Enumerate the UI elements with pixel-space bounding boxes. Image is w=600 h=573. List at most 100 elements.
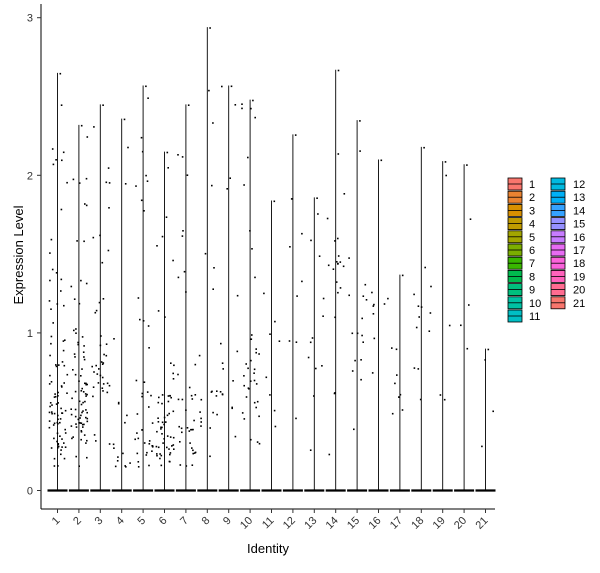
data-point <box>135 185 137 187</box>
data-point <box>170 396 172 399</box>
data-point <box>243 384 245 387</box>
data-point <box>82 410 84 412</box>
data-point <box>80 414 82 417</box>
data-point <box>83 423 85 426</box>
data-point <box>57 443 59 446</box>
data-point <box>173 364 175 367</box>
data-point <box>295 417 297 420</box>
data-point <box>136 452 139 455</box>
x-tick-label: 13 <box>302 515 319 532</box>
data-point <box>161 426 163 429</box>
data-point <box>74 390 77 393</box>
data-point <box>140 136 143 139</box>
data-point <box>232 380 234 382</box>
data-point <box>391 347 393 349</box>
data-point <box>167 167 169 169</box>
data-point <box>70 413 73 416</box>
data-point <box>125 466 127 468</box>
data-point <box>424 266 426 269</box>
data-point <box>86 411 88 414</box>
data-point <box>172 436 175 439</box>
data-point <box>147 325 150 327</box>
data-point <box>102 104 104 106</box>
data-point <box>328 453 331 456</box>
data-point <box>85 382 87 385</box>
data-point <box>62 349 65 352</box>
data-point <box>63 364 66 367</box>
data-point <box>113 447 115 449</box>
x-tick-label: 11 <box>260 515 277 532</box>
data-point <box>313 395 315 397</box>
data-point <box>226 188 228 190</box>
data-point <box>82 391 85 393</box>
data-point <box>81 423 84 426</box>
data-point <box>157 421 160 423</box>
data-point <box>231 406 233 409</box>
data-point <box>49 279 51 282</box>
data-point <box>56 440 58 443</box>
data-point <box>391 412 394 415</box>
data-point <box>64 428 66 431</box>
data-point <box>70 408 72 410</box>
data-point <box>487 348 490 351</box>
legend-label: 1 <box>529 179 535 191</box>
data-point <box>337 291 339 294</box>
data-point <box>348 294 350 297</box>
data-point <box>60 278 63 281</box>
data-point <box>337 255 340 257</box>
data-point <box>58 364 60 366</box>
data-point <box>53 422 56 425</box>
data-point <box>151 450 153 452</box>
data-point <box>78 302 81 305</box>
data-point <box>444 161 447 163</box>
data-point <box>60 208 63 211</box>
data-point <box>51 404 53 406</box>
data-point <box>273 409 276 412</box>
x-tick-label: 21 <box>473 515 490 532</box>
data-point <box>92 386 95 388</box>
data-point <box>124 183 127 185</box>
data-point <box>83 358 86 361</box>
data-point <box>250 338 253 340</box>
data-point <box>62 340 65 342</box>
data-point <box>215 395 218 397</box>
data-point <box>265 376 268 379</box>
data-point <box>161 402 163 405</box>
data-point <box>48 426 51 429</box>
data-point <box>84 393 87 395</box>
data-point <box>177 276 180 279</box>
data-point <box>243 418 246 420</box>
data-point <box>151 422 154 424</box>
data-point <box>134 438 136 441</box>
data-point <box>60 407 62 410</box>
data-point <box>74 415 77 418</box>
data-point <box>200 421 202 423</box>
data-point <box>51 411 53 413</box>
data-point <box>100 361 103 363</box>
data-point <box>245 396 248 398</box>
data-point <box>66 392 68 394</box>
data-point <box>413 367 416 369</box>
data-point <box>55 364 57 366</box>
data-point <box>361 317 363 320</box>
data-point <box>253 379 256 382</box>
data-point <box>337 153 340 155</box>
data-point <box>101 376 104 379</box>
data-point <box>55 403 58 405</box>
data-point <box>371 372 374 374</box>
data-point <box>167 400 170 403</box>
data-point <box>86 393 88 396</box>
data-point <box>191 398 194 400</box>
data-point <box>179 441 181 443</box>
data-point <box>231 407 233 410</box>
x-tick-label: 16 <box>366 515 383 532</box>
data-point <box>191 447 193 449</box>
legend-label: 19 <box>573 271 585 283</box>
data-point <box>301 232 303 235</box>
data-point <box>165 421 167 423</box>
data-point <box>95 309 98 312</box>
legend-label: 10 <box>529 298 541 310</box>
data-point <box>78 400 81 403</box>
data-point <box>254 276 256 279</box>
